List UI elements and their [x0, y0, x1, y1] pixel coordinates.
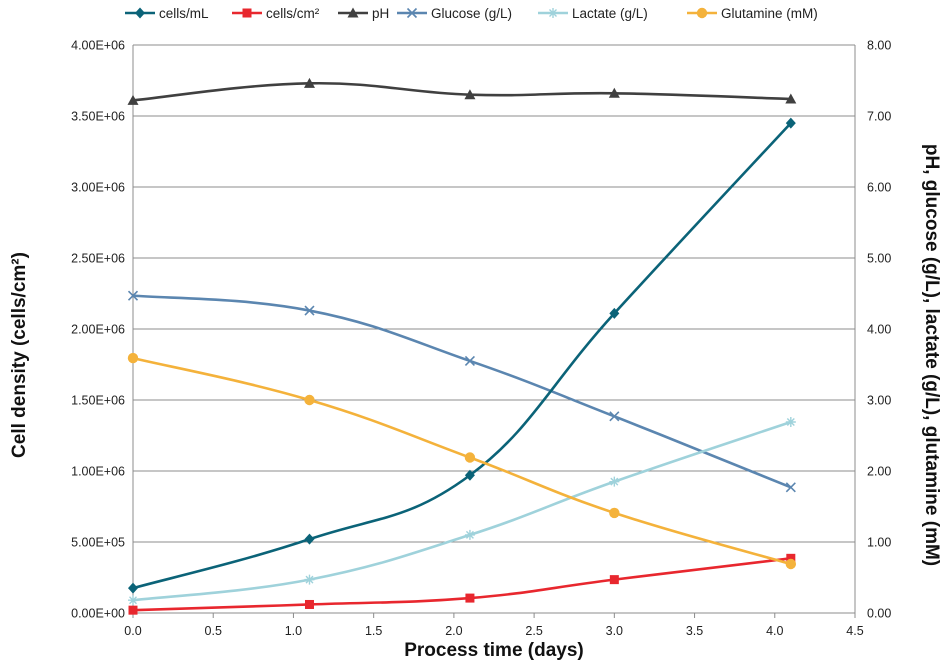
x-tick-label: 2.0 — [445, 624, 462, 638]
data-point — [609, 476, 620, 487]
data-point — [465, 593, 475, 603]
legend-item: cells/mL — [125, 6, 209, 21]
legend-label: Glucose (g/L) — [431, 6, 512, 21]
data-point — [785, 417, 796, 428]
series-line — [132, 356, 792, 566]
data-point — [304, 305, 315, 316]
data-point — [303, 77, 315, 88]
y-left-tick-label: 2.50E+06 — [71, 252, 125, 266]
y-right-tick-label: 8.00 — [867, 39, 891, 53]
data-point — [785, 117, 796, 129]
x-tick-label: 2.5 — [525, 624, 542, 638]
data-point — [128, 595, 138, 606]
y-left-tick-label: 1.00E+06 — [71, 465, 125, 479]
legend-swatch-marker — [548, 8, 558, 18]
y-right-tick-label: 0.00 — [867, 607, 891, 621]
legend-item: cells/cm² — [232, 6, 320, 21]
legend-swatch-marker — [406, 7, 418, 19]
legend-item: pH — [338, 6, 389, 21]
x-tick-label: 4.0 — [766, 624, 783, 638]
series-line — [132, 81, 791, 102]
data-point — [128, 605, 138, 615]
legend: cells/mL cells/cm² pH Glucose (g/L) Lactate … — [125, 6, 818, 21]
tick-labels: 0.00E+00 0.005.00E+05 1.001.00E+06 2.001.50… — [71, 39, 891, 639]
data-point — [609, 307, 620, 319]
data-point — [785, 558, 797, 570]
data-point — [785, 93, 797, 104]
data-point — [464, 469, 475, 481]
data-point — [464, 529, 475, 540]
x-tick-label: 4.5 — [846, 624, 863, 638]
legend-label: cells/cm² — [266, 6, 320, 21]
y-left-tick-label: 3.00E+06 — [71, 181, 125, 195]
series-glucose-g-l — [127, 290, 796, 493]
legend-item: Glucose (g/L) — [397, 6, 512, 21]
series-ph — [127, 77, 797, 105]
data-point — [608, 87, 620, 98]
legend-item: Glutamine (mM) — [687, 6, 818, 21]
legend-item: Lactate (g/L) — [538, 6, 648, 21]
series-line — [132, 557, 791, 612]
y-right-tick-label: 5.00 — [867, 252, 891, 266]
data-point — [304, 394, 315, 406]
legend-swatch-marker — [347, 7, 359, 18]
axes — [132, 45, 856, 618]
y-right-tick-label: 2.00 — [867, 465, 891, 479]
legend-swatch-marker — [242, 8, 252, 18]
x-tick-label: 1.0 — [285, 624, 302, 638]
x-tick-label: 3.0 — [606, 624, 623, 638]
data-point — [786, 553, 796, 563]
y-right-tick-label: 3.00 — [867, 394, 891, 408]
gridlines — [133, 44, 855, 614]
y-left-tick-label: 3.50E+06 — [71, 110, 125, 124]
y-axis-left-title: Cell density (cells/cm²) — [9, 252, 30, 458]
y-axis-right-title: pH, glucose (g/L), lactate (g/L), glutam… — [921, 144, 942, 566]
x-tick-label: 0.5 — [205, 624, 222, 638]
data-point — [609, 575, 619, 585]
legend-label: pH — [372, 6, 389, 21]
data-point — [127, 94, 139, 105]
y-left-tick-label: 4.00E+06 — [71, 39, 125, 53]
y-left-tick-label: 0.00E+00 — [71, 607, 125, 621]
data-point — [304, 574, 315, 585]
series-layer — [127, 77, 797, 615]
series-cells-ml — [128, 117, 796, 594]
data-point — [609, 411, 620, 422]
y-right-tick-label: 6.00 — [867, 181, 891, 195]
legend-label: Glutamine (mM) — [721, 6, 818, 21]
series-line — [132, 122, 792, 590]
series-line — [132, 294, 792, 489]
x-tick-label: 3.5 — [686, 624, 703, 638]
legend-label: Lactate (g/L) — [572, 6, 648, 21]
y-right-tick-label: 1.00 — [867, 536, 891, 550]
data-point — [785, 482, 796, 493]
legend-swatch-marker — [135, 7, 145, 19]
y-left-tick-label: 2.00E+06 — [71, 323, 125, 337]
data-point — [304, 533, 315, 545]
data-point — [464, 355, 475, 367]
data-point — [127, 290, 139, 301]
y-right-tick-label: 4.00 — [867, 323, 891, 337]
legend-label: cells/mL — [159, 6, 209, 21]
data-point — [304, 599, 314, 609]
x-tick-label: 1.5 — [365, 624, 382, 638]
y-left-tick-label: 5.00E+05 — [71, 536, 125, 550]
data-point — [128, 582, 138, 594]
data-point — [464, 89, 476, 100]
data-point — [464, 452, 476, 463]
data-point — [127, 352, 139, 364]
data-point — [609, 507, 620, 519]
x-tick-label: 0.0 — [124, 624, 141, 638]
legend-swatch-marker — [696, 7, 708, 19]
y-right-tick-label: 7.00 — [867, 110, 891, 124]
series-lactate-g-l — [128, 417, 796, 606]
series-cells-cm — [128, 553, 796, 615]
y-left-tick-label: 1.50E+06 — [71, 394, 125, 408]
series-glutamine-mm — [127, 352, 797, 570]
x-axis-title: Process time (days) — [404, 640, 584, 661]
